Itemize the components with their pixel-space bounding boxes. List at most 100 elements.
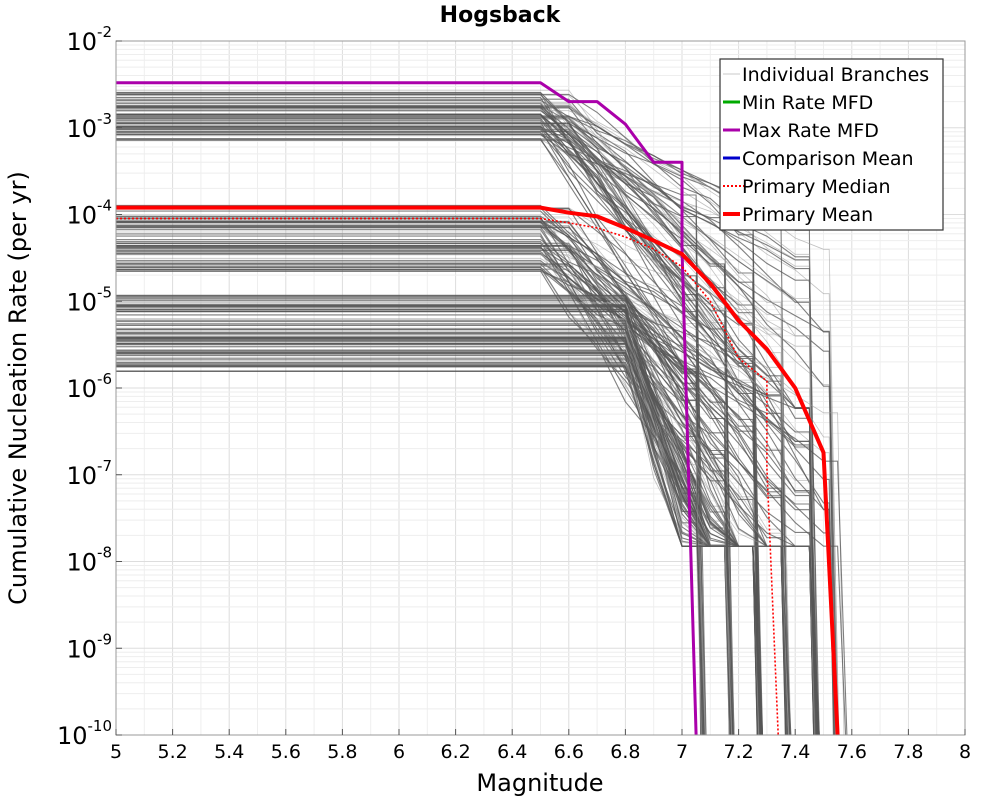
branch-line <box>116 239 790 736</box>
x-tick-label: 5.4 <box>214 741 244 763</box>
chart-title: Hogsback <box>440 3 562 28</box>
x-tick-label: 5.2 <box>157 741 187 763</box>
branch-line <box>116 257 759 736</box>
series-lines <box>116 81 840 736</box>
branch-line <box>116 116 820 736</box>
x-tick-label: 5.8 <box>327 741 357 763</box>
branch-line <box>116 104 839 736</box>
x-tick-label: 8 <box>959 741 971 763</box>
individual-branch-lines <box>116 89 848 736</box>
legend-label: Individual Branches <box>742 64 929 86</box>
branch-line <box>116 351 705 736</box>
branch-line <box>116 131 702 736</box>
x-tick-label: 6 <box>393 741 405 763</box>
x-tick-label: 7.2 <box>723 741 753 763</box>
branch-line <box>116 269 763 736</box>
branch-line <box>116 95 817 736</box>
y-tick-label: 10-6 <box>66 370 112 403</box>
x-tick-label: 7.8 <box>893 741 923 763</box>
y-tick-label: 10-9 <box>66 630 112 663</box>
branch-line <box>116 302 706 736</box>
branch-line <box>116 217 763 736</box>
y-tick-label: 10-10 <box>57 717 112 750</box>
branch-line <box>116 370 818 736</box>
x-tick-label: 6.2 <box>440 741 470 763</box>
branch-line <box>116 361 703 736</box>
x-tick-label: 6.4 <box>497 741 527 763</box>
legend-label: Max Rate MFD <box>742 120 879 142</box>
x-axis-label: Magnitude <box>476 769 603 797</box>
branch-line <box>116 134 705 736</box>
branch-line <box>116 220 730 736</box>
branch-line <box>116 118 836 736</box>
x-tick-label: 7 <box>676 741 688 763</box>
branch-line <box>116 227 733 736</box>
max-rate-mfd-line <box>116 81 698 736</box>
branch-line <box>116 350 703 736</box>
branch-line <box>116 132 761 736</box>
y-tick-label: 10-3 <box>66 110 112 143</box>
branch-line <box>116 207 761 736</box>
legend-label: Primary Median <box>742 176 891 198</box>
axes: 5 5.2 5.4 5.6 5.8 6 6.2 6.4 6.6 6.8 7 7.2 7.4 7.6 7.8 8… <box>57 23 971 763</box>
branch-line <box>116 365 763 736</box>
branch-line <box>116 238 790 736</box>
branch-line <box>116 94 786 736</box>
y-tick-label: 10-4 <box>66 197 112 230</box>
branch-line <box>116 114 735 736</box>
y-tick-label: 10-7 <box>66 457 112 490</box>
legend-label: Min Rate MFD <box>742 92 873 114</box>
branch-line <box>116 219 760 736</box>
branch-line <box>116 268 789 736</box>
branch-line <box>116 242 735 736</box>
branch-line <box>116 216 706 736</box>
branch-line <box>116 332 706 736</box>
branch-line <box>116 340 761 736</box>
branch-line <box>116 128 836 736</box>
legend-box <box>719 58 944 231</box>
branch-line <box>116 254 787 736</box>
x-tick-label: 7.6 <box>837 741 867 763</box>
branch-line <box>116 110 815 736</box>
branch-line <box>116 93 819 736</box>
x-tick-label: 5 <box>110 741 122 763</box>
branch-line <box>116 314 789 736</box>
branch-line <box>116 126 704 736</box>
legend: Individual Branches Min Rate MFD Max Rate … <box>719 58 944 231</box>
legend-label: Primary Mean <box>742 204 873 226</box>
branch-line <box>116 222 787 736</box>
branch-line <box>116 354 702 736</box>
branch-line <box>116 266 819 736</box>
y-tick-label: 10-2 <box>66 23 112 56</box>
primary-median-line <box>116 217 779 736</box>
primary-mean-line <box>116 205 840 736</box>
branch-line <box>116 294 702 736</box>
branch-line <box>116 337 759 736</box>
x-tick-label: 6.8 <box>610 741 640 763</box>
legend-label: Comparison Mean <box>742 148 914 170</box>
branch-line <box>116 106 734 736</box>
branch-line <box>116 302 733 736</box>
y-tick-label: 10-8 <box>66 544 112 577</box>
branch-line <box>116 337 819 736</box>
x-tick-label: 5.6 <box>271 741 301 763</box>
branch-line <box>116 139 733 736</box>
branch-line <box>116 93 733 736</box>
x-tick-label: 7.4 <box>780 741 810 763</box>
y-axis-label: Cumulative Nucleation Rate (per yr) <box>4 171 32 605</box>
x-tick-label: 6.6 <box>554 741 584 763</box>
branch-line <box>116 331 730 736</box>
branch-line <box>116 320 762 736</box>
branch-line <box>116 210 817 736</box>
branch-line <box>116 364 705 736</box>
branch-line <box>116 324 764 736</box>
branch-line <box>116 300 734 736</box>
branch-line <box>116 262 790 736</box>
branch-line <box>116 122 839 736</box>
branch-line <box>116 204 762 736</box>
branch-line <box>116 138 817 736</box>
branch-line <box>116 127 788 736</box>
branch-line <box>116 324 759 736</box>
